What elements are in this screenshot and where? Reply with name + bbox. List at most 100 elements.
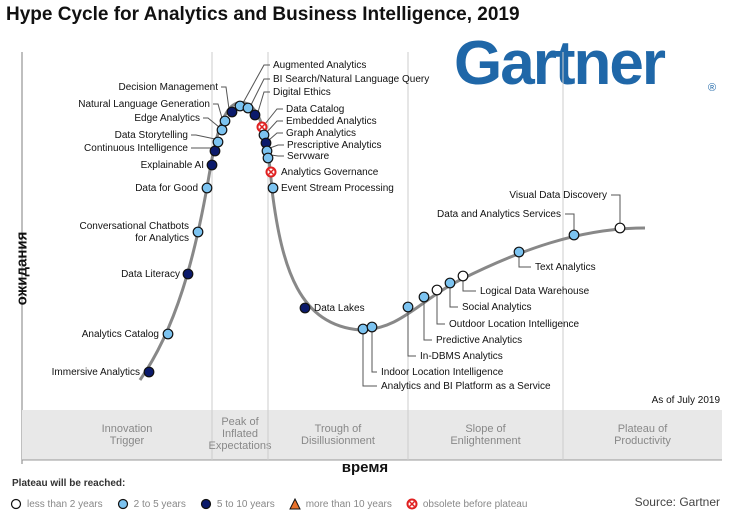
technology-point[interactable]: Digital Ethics <box>249 87 331 121</box>
circle-icon <box>200 498 211 510</box>
point-marker <box>216 124 228 136</box>
leader-line <box>362 333 377 387</box>
leader-line <box>371 331 377 373</box>
technology-point[interactable]: Analytics Governance <box>265 166 379 178</box>
point-label: Analytics Catalog <box>82 329 159 340</box>
leader-line <box>269 144 284 149</box>
technology-point[interactable]: Data Literacy <box>121 268 194 280</box>
technology-point[interactable]: Explainable AI <box>141 159 218 171</box>
point-label: Data for Good <box>135 183 198 194</box>
legend-item-2to5: 2 to 5 years <box>117 498 186 510</box>
point-label: Social Analytics <box>462 302 531 313</box>
technology-point[interactable]: Outdoor Location Intelligence <box>431 284 580 330</box>
technology-point[interactable]: Social Analytics <box>444 277 531 313</box>
point-marker <box>366 321 378 333</box>
point-label: Explainable AI <box>141 160 204 171</box>
point-label: Outdoor Location Intelligence <box>449 319 580 330</box>
leader-line <box>257 91 270 113</box>
point-marker <box>513 246 525 258</box>
point-marker <box>299 302 311 314</box>
point-marker <box>219 115 231 127</box>
point-label: for Analytics <box>135 233 189 244</box>
technology-point[interactable]: Analytics and BI Platform as a Service <box>357 323 551 392</box>
technology-point[interactable]: Edge Analytics <box>134 113 228 136</box>
technology-point[interactable]: Decision Management <box>119 82 238 118</box>
phase-label: Productivity <box>614 435 671 447</box>
technology-point[interactable]: Predictive Analytics <box>418 291 522 346</box>
phase-label: Expectations <box>209 440 272 452</box>
source-note: Source: Gartner <box>634 495 720 509</box>
technology-point[interactable]: Analytics Catalog <box>82 328 174 340</box>
phase-band <box>22 410 722 460</box>
point-label: Edge Analytics <box>134 113 200 124</box>
point-label: Indoor Location Intelligence <box>381 367 504 378</box>
point-label: Immersive Analytics <box>52 367 140 378</box>
point-label: Predictive Analytics <box>436 335 522 346</box>
point-marker <box>249 109 261 121</box>
leader-line <box>449 287 458 308</box>
point-marker <box>431 284 443 296</box>
technology-point[interactable]: Data for Good <box>135 182 213 194</box>
leader-line <box>242 64 270 104</box>
point-label: Analytics and BI Platform as a Service <box>381 381 551 392</box>
technology-point[interactable]: Visual Data Discovery <box>509 190 626 234</box>
technology-point[interactable]: Data and Analytics Services <box>437 209 580 241</box>
legend-item-obs: obsolete before plateau <box>406 498 528 510</box>
chart-title: Hype Cycle for Analytics and Business In… <box>6 4 520 25</box>
y-axis-label: ожидания <box>13 231 31 306</box>
point-label: Data Lakes <box>314 303 365 314</box>
point-marker <box>614 222 626 234</box>
technology-point[interactable]: Indoor Location Intelligence <box>366 321 504 378</box>
phase-label: Slope of <box>465 423 506 435</box>
leader-line <box>268 132 283 141</box>
technology-point[interactable]: Servware <box>262 151 330 164</box>
circle-icon <box>117 498 128 510</box>
leader-line <box>270 154 284 157</box>
point-label: In-DBMS Analytics <box>420 351 503 362</box>
leader-line <box>250 78 270 106</box>
legend: less than 2 years 2 to 5 years 5 to 10 yea… <box>10 498 527 510</box>
point-marker <box>212 136 224 148</box>
gartner-logo: Gartner <box>454 29 666 98</box>
point-label: Decision Management <box>119 82 219 93</box>
point-label: Event Stream Processing <box>281 183 394 194</box>
technology-point[interactable]: Continuous Intelligence <box>84 143 221 157</box>
phase-label: Trigger <box>110 435 145 447</box>
leader-line <box>203 117 220 128</box>
technology-point[interactable]: Text Analytics <box>513 246 596 273</box>
as-of-date: As of July 2019 <box>651 395 720 406</box>
legend-item-gt10: more than 10 years <box>288 498 392 510</box>
legend-label: 5 to 10 years <box>216 498 275 510</box>
phase-label: Inflated <box>222 428 258 440</box>
point-label: Analytics Governance <box>281 167 379 178</box>
leader-line <box>264 108 283 125</box>
technology-point[interactable]: Data Lakes <box>299 302 365 314</box>
leader-line <box>266 120 283 133</box>
point-label: Embedded Analytics <box>286 116 377 127</box>
technology-point[interactable]: Graph Analytics <box>260 128 356 149</box>
technology-point[interactable]: Immersive Analytics <box>52 366 155 378</box>
point-label: Data Storytelling <box>115 130 188 141</box>
point-label: BI Search/Natural Language Query <box>273 74 429 85</box>
phase-label: Plateau of <box>618 423 668 435</box>
leader-line <box>213 103 223 119</box>
technology-point[interactable]: Natural Language Generation <box>78 99 231 127</box>
technology-point[interactable]: Logical Data Warehouse <box>457 270 590 297</box>
point-label: Data Catalog <box>286 104 344 115</box>
point-label: Digital Ethics <box>273 87 331 98</box>
point-label: Natural Language Generation <box>78 99 210 110</box>
circle-icon <box>10 498 22 510</box>
leader-line <box>221 86 230 110</box>
point-label: Conversational Chatbots <box>79 221 189 232</box>
technology-point[interactable]: Data Catalog <box>256 104 345 133</box>
technology-point[interactable]: In-DBMS Analytics <box>402 301 503 362</box>
point-marker <box>267 182 279 194</box>
point-marker <box>201 182 213 194</box>
technology-point[interactable]: BI Search/Natural Language Query <box>242 74 429 114</box>
technology-point[interactable]: Event Stream Processing <box>267 182 394 194</box>
technology-point[interactable]: Data Storytelling <box>115 130 224 148</box>
legend-label: obsolete before plateau <box>422 498 528 510</box>
point-marker <box>444 277 456 289</box>
